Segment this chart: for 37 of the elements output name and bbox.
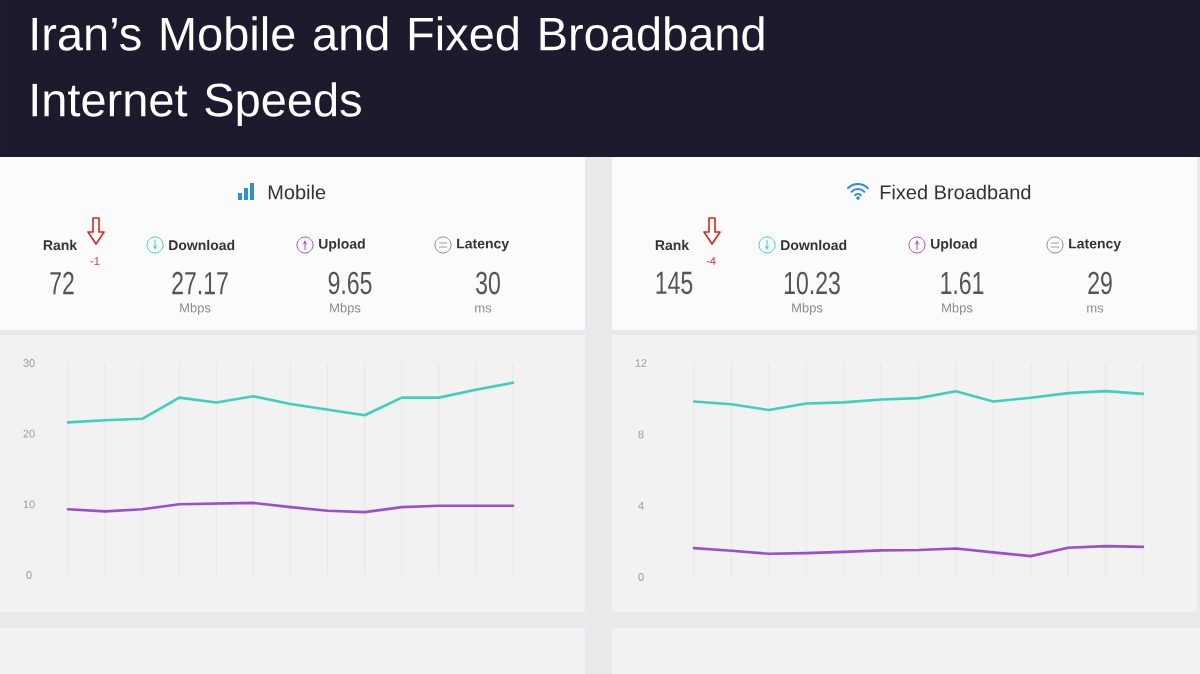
text: Mbps: [330, 302, 361, 316]
text: 1.61: [941, 271, 984, 295]
text: Rank: [43, 239, 78, 251]
y-tick-label: 4: [638, 501, 644, 510]
text: 10.23: [784, 271, 840, 295]
y-tick-label: 8: [638, 430, 644, 439]
text: Latency: [1069, 238, 1122, 252]
text: 72: [50, 271, 74, 295]
y-tick-label: 10: [23, 500, 35, 509]
text: Mbps: [792, 302, 823, 316]
text: Upload: [931, 238, 977, 252]
text: Download: [781, 239, 847, 251]
text: -4: [706, 257, 716, 265]
text: 9.65: [328, 271, 372, 295]
text: Rank: [655, 239, 690, 251]
text: Mbps: [180, 302, 211, 316]
text: Latency: [457, 238, 510, 252]
text: ms: [475, 305, 492, 313]
text: ms: [1087, 305, 1104, 313]
line-series: [692, 544, 1145, 558]
text: Download: [169, 239, 235, 251]
text: 27.17: [172, 271, 228, 295]
line-series: [692, 389, 1145, 412]
y-tick-label: 0: [26, 571, 32, 579]
text: Iran’s Mobile and Fixed Broadband Internet Speeds: [32, 16, 764, 126]
text: Upload: [319, 238, 365, 252]
text: 30: [476, 271, 500, 295]
text: Mbps: [942, 302, 973, 316]
text: 29: [1088, 271, 1112, 295]
text: Mobile: [268, 184, 326, 200]
text: Fixed Broadband: [880, 184, 1031, 200]
y-tick-label: 0: [638, 573, 644, 581]
y-tick-label: 30: [23, 359, 35, 367]
text: -1: [90, 257, 100, 265]
y-tick-label: 20: [23, 429, 35, 438]
text: 145: [656, 271, 693, 295]
y-tick-label: 12: [635, 359, 647, 367]
